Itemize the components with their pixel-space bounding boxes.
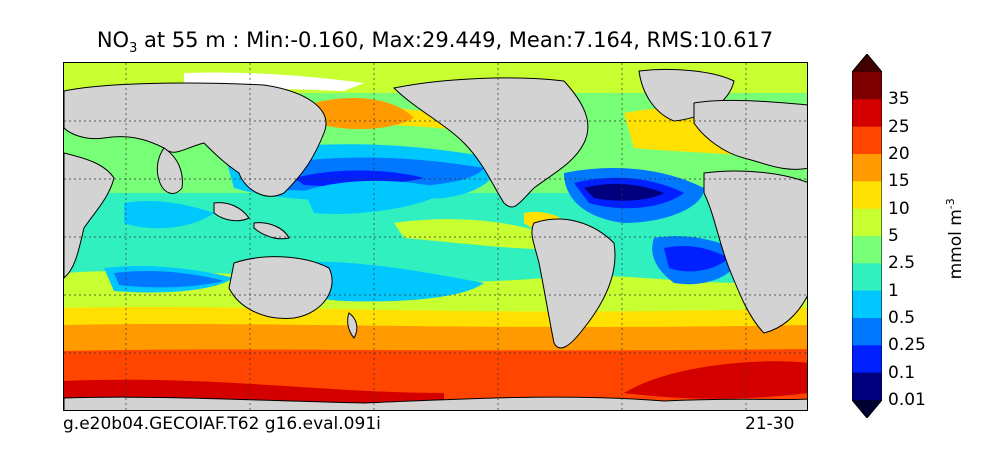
colorbar-segment (852, 126, 882, 155)
title-subscript: 3 (129, 41, 138, 57)
colorbar-tick-label: 15 (888, 171, 910, 192)
title-species: NO (96, 28, 130, 52)
colorbar-tick-label: 2.5 (888, 253, 916, 274)
colorbar-segment (852, 181, 882, 210)
map-canvas (64, 63, 807, 410)
units-label: mmol m (945, 209, 966, 280)
colorbar-segment (852, 263, 882, 292)
colorbar-segment (852, 99, 882, 128)
colorbar-tick-label: 0.25 (888, 335, 926, 356)
colorbar-bottom-arrow (852, 400, 882, 418)
figure-title: NO3 at 55 m : Min:-0.160, Max:29.449, Me… (0, 28, 870, 56)
colorbar-segment (852, 236, 882, 264)
colorbar-segment (852, 372, 882, 401)
run-id-label: g.e20b04.GECOIAF.T62 g16.eval.091i (63, 414, 381, 434)
colorbar-tick-label: 1 (888, 280, 899, 301)
colorbar-segment (852, 72, 882, 100)
colorbar-tick-label: 10 (888, 198, 910, 219)
colorbar (851, 53, 883, 419)
colorbar-tick-label: 0.5 (888, 308, 916, 328)
colorbar-segment (852, 154, 882, 182)
colorbar-tick-label: 0.1 (888, 362, 916, 383)
colorbar-units: mmol m-3 (944, 184, 966, 294)
units-exponent: -3 (944, 198, 958, 210)
colorbar-tick-label: 5 (888, 226, 899, 246)
colorbar-tick-label: 35 (888, 89, 910, 110)
colorbar-segment (852, 208, 882, 237)
colorbar-graphic (851, 53, 883, 419)
year-range-label: 21-30 (745, 414, 795, 434)
colorbar-tick-label: 20 (888, 144, 910, 164)
ocean-map (63, 62, 808, 411)
colorbar-segment (852, 345, 882, 374)
title-stats: at 55 m : Min:-0.160, Max:29.449, Mean:7… (137, 28, 774, 52)
colorbar-segment (852, 290, 882, 319)
colorbar-top-arrow (852, 54, 882, 72)
colorbar-segment (852, 318, 882, 346)
colorbar-tick-label: 25 (888, 116, 910, 137)
colorbar-tick-label: 0.01 (888, 390, 926, 410)
